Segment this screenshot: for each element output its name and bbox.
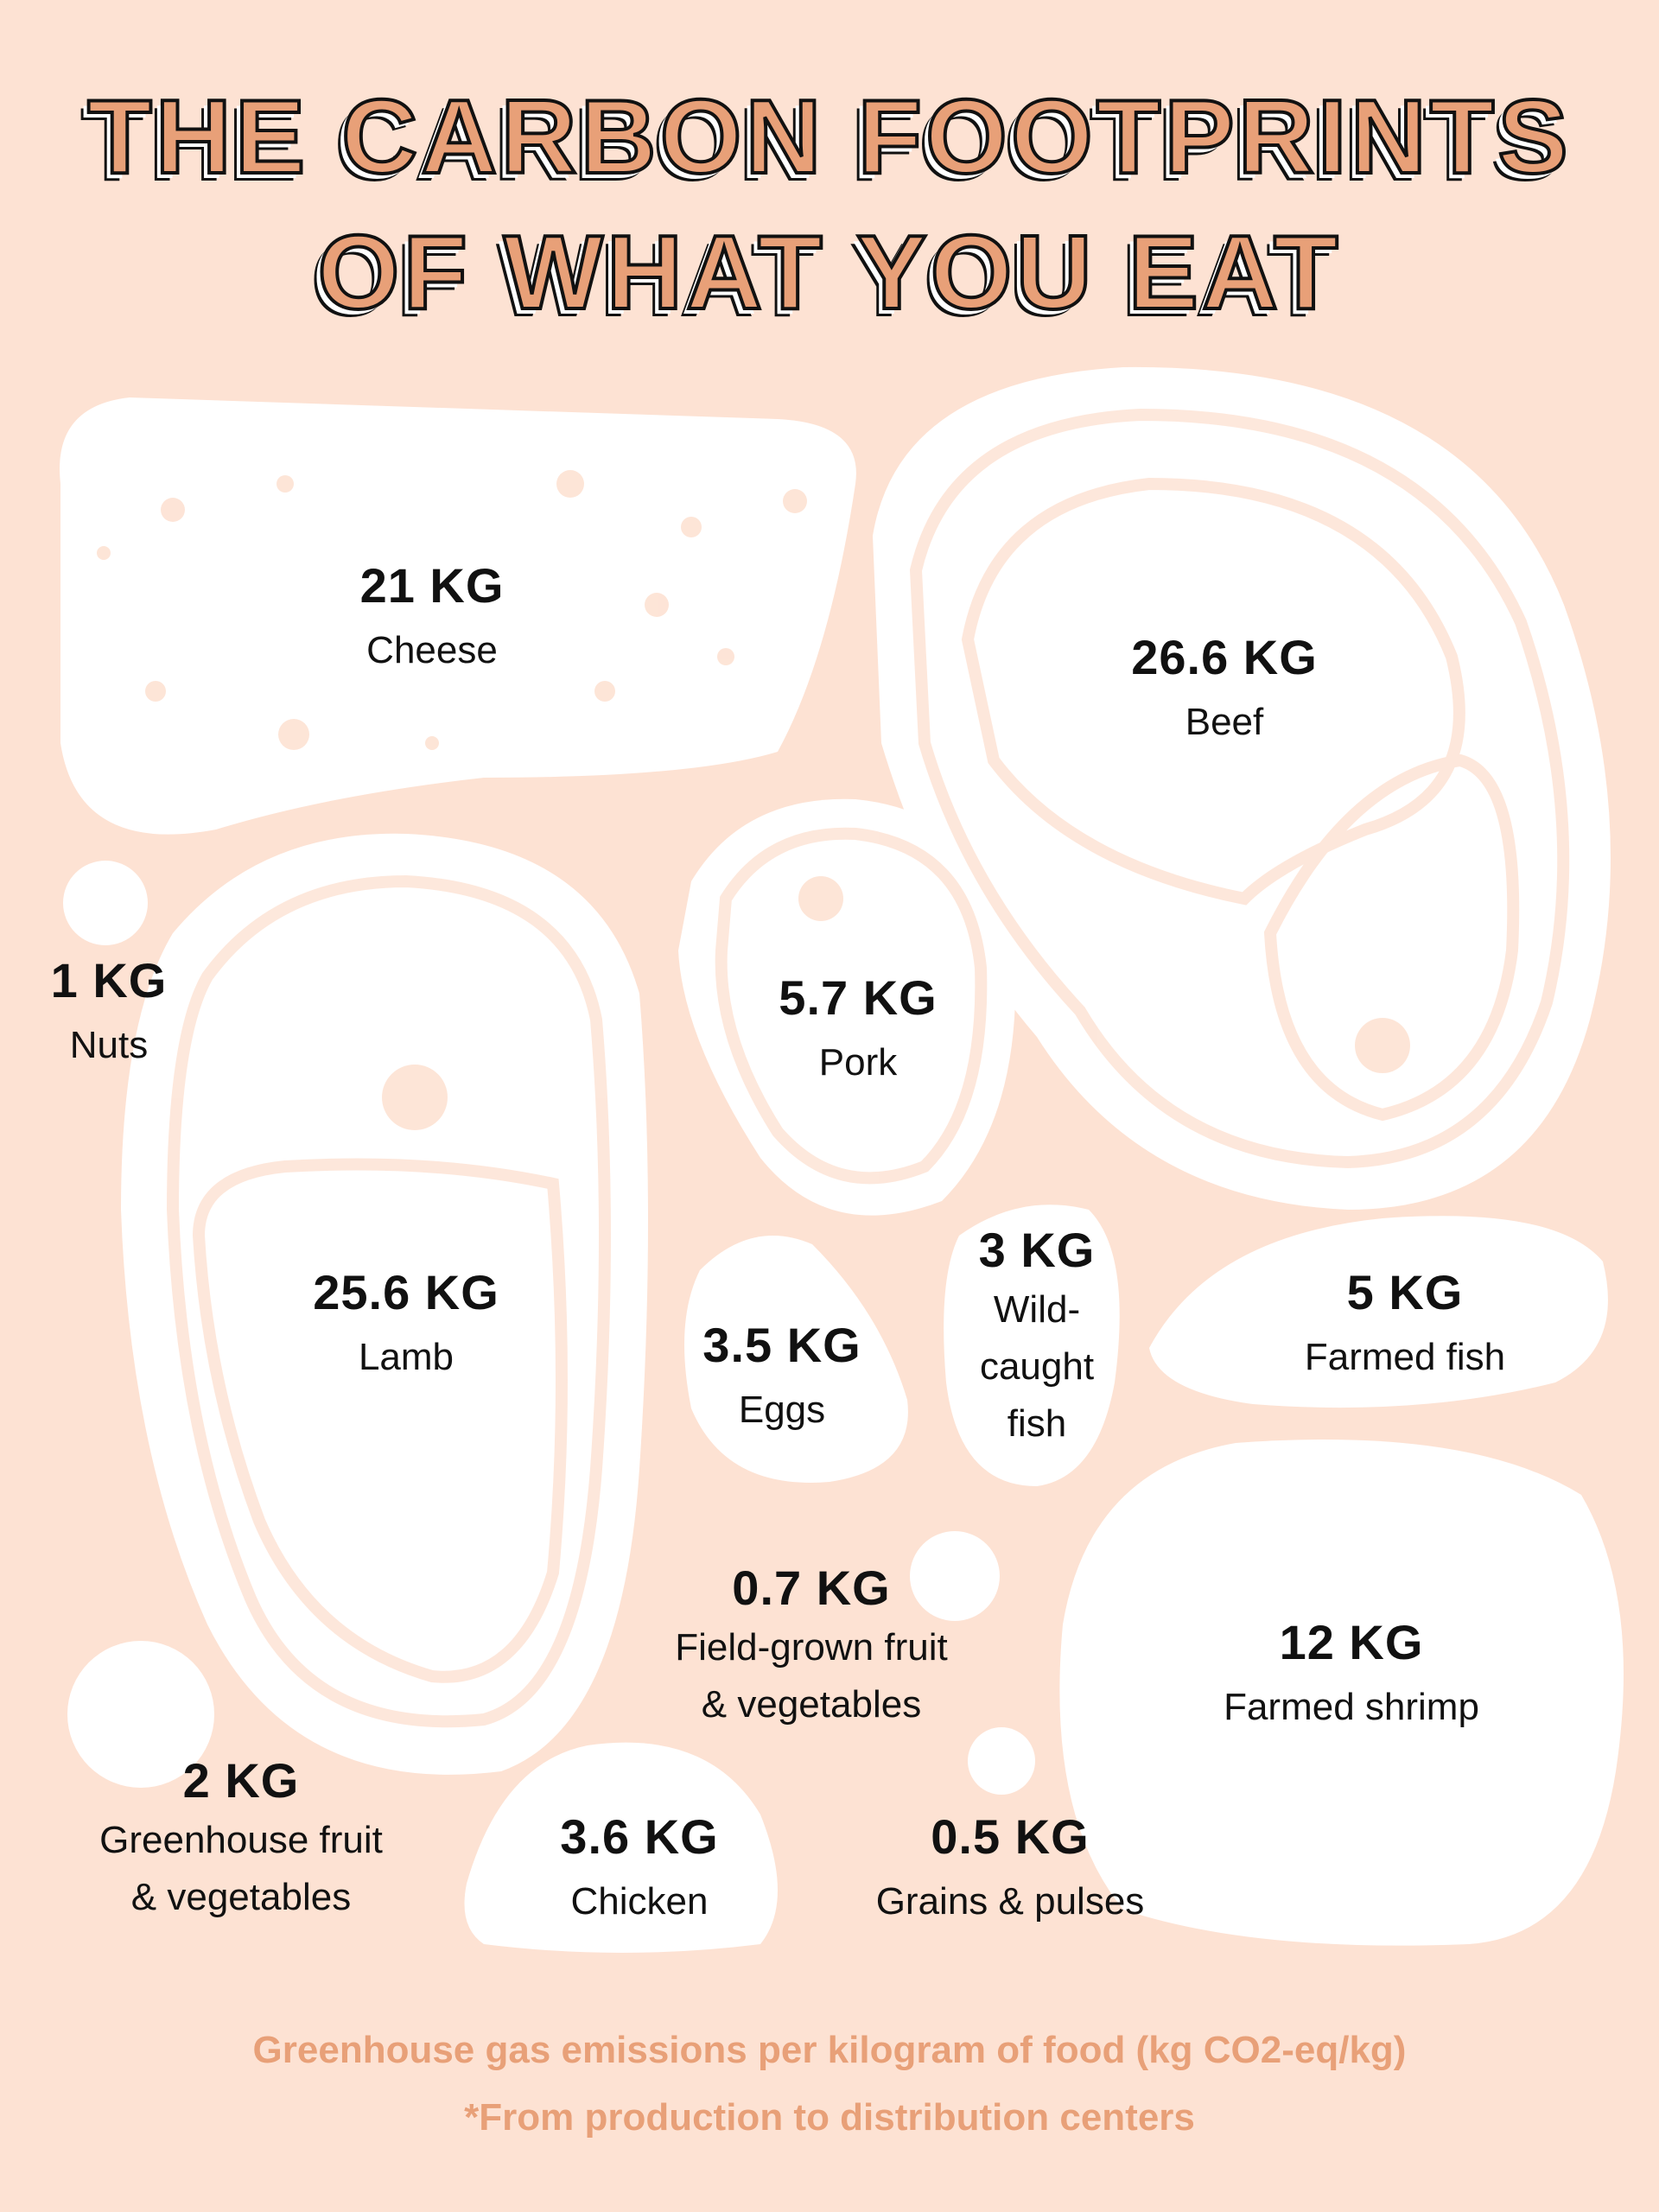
item-value: 5 KG: [1346, 1265, 1464, 1319]
farmed-fish-shape: [1149, 1216, 1608, 1408]
item-label: Farmed fish: [1304, 1336, 1506, 1378]
item-pork: 5.7 KG Pork: [779, 974, 937, 1091]
item-label: Lamb: [358, 1336, 454, 1378]
label-line: Wild-: [993, 1288, 1081, 1331]
label-line: Field-grown fruit: [675, 1626, 948, 1669]
wild-fish-shape: [944, 1205, 1120, 1486]
item-wild-caught-fish: 3 KG Wild- caught fish: [979, 1226, 1096, 1452]
item-field-grown-fruit-vegetables: 0.7 KG Field-grown fruit & vegetables: [675, 1564, 947, 1733]
label-line: & vegetables: [130, 1876, 352, 1918]
item-value: 3.5 KG: [702, 1318, 861, 1372]
item-value: 2 KG: [182, 1753, 300, 1808]
label-line: fish: [1007, 1402, 1067, 1445]
item-eggs: 3.5 KG Eggs: [702, 1321, 861, 1439]
item-label: Farmed shrimp: [1224, 1686, 1479, 1728]
item-label: Grains & pulses: [875, 1880, 1145, 1923]
item-label: Wild- caught fish: [979, 1281, 1096, 1452]
item-lamb: 25.6 KG Lamb: [313, 1268, 499, 1386]
item-cheese: 21 KG Cheese: [360, 562, 505, 679]
nuts-shape: [63, 861, 148, 945]
item-label: Beef: [1185, 701, 1264, 743]
item-value: 0.7 KG: [732, 1560, 891, 1615]
fruit-shape: [910, 1531, 1000, 1621]
item-nuts: 1 KG Nuts: [51, 957, 168, 1074]
item-label: Field-grown fruit & vegetables: [675, 1619, 947, 1733]
item-value: 21 KG: [359, 558, 505, 613]
lamb-shape: [121, 833, 648, 1775]
eggs-shape: [684, 1236, 908, 1483]
label-line: Greenhouse fruit: [99, 1819, 383, 1861]
item-label: Greenhouse fruit & vegetables: [99, 1812, 383, 1926]
item-label: Cheese: [366, 629, 498, 671]
item-farmed-fish: 5 KG Farmed fish: [1305, 1268, 1505, 1386]
item-label: Chicken: [570, 1880, 709, 1923]
item-value: 0.5 KG: [931, 1809, 1090, 1864]
item-label: Pork: [818, 1041, 898, 1084]
label-line: caught: [979, 1345, 1095, 1388]
grains-shape: [968, 1727, 1035, 1795]
title-line-1: THE CARBON FOOTPRINTS: [86, 78, 1572, 195]
item-label: Eggs: [738, 1389, 826, 1431]
cheese-shape: [60, 397, 856, 835]
item-value: 26.6 KG: [1131, 630, 1318, 684]
item-value: 25.6 KG: [313, 1265, 499, 1319]
item-label: Nuts: [69, 1024, 149, 1066]
item-value: 1 KG: [50, 953, 168, 1007]
title-line-2: OF WHAT YOU EAT: [315, 213, 1342, 331]
strawberry-shape: [67, 1641, 214, 1788]
item-value: 3 KG: [978, 1223, 1096, 1277]
item-grains-pulses: 0.5 KG Grains & pulses: [876, 1813, 1145, 1930]
item-chicken: 3.6 KG Chicken: [560, 1813, 718, 1930]
shrimp-shape: [1059, 1440, 1624, 1946]
item-greenhouse-fruit-vegetables: 2 KG Greenhouse fruit & vegetables: [99, 1757, 383, 1926]
footer-units: Greenhouse gas emissions per kilogram of…: [252, 2029, 1407, 2071]
item-beef: 26.6 KG Beef: [1131, 633, 1318, 751]
beef-shape: [873, 366, 1611, 1210]
item-farmed-shrimp: 12 KG Farmed shrimp: [1224, 1618, 1479, 1736]
item-value: 3.6 KG: [560, 1809, 719, 1864]
footer-note: *From production to distribution centers: [464, 2096, 1195, 2139]
chicken-shape: [464, 1742, 778, 1953]
label-line: & vegetables: [701, 1683, 922, 1726]
item-value: 5.7 KG: [779, 970, 938, 1025]
item-value: 12 KG: [1279, 1615, 1424, 1669]
